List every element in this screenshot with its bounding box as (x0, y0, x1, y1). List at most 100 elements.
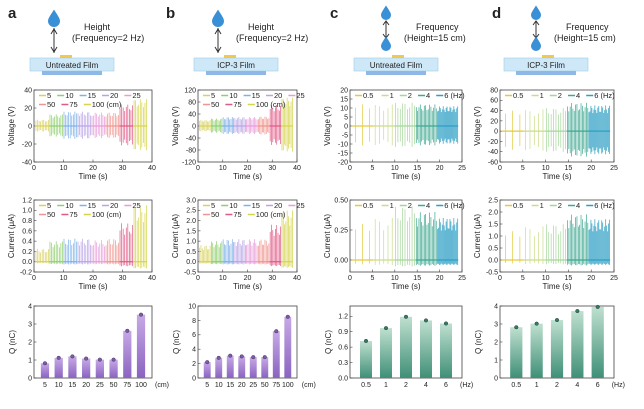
chart-d-voltage: -60 -40 -20 0 20 40 60 80 0 5 10 15 20 25 Time (s) Volt… (473, 87, 618, 181)
series-50 (257, 116, 270, 135)
bar-4 (571, 311, 584, 378)
series-2 (394, 206, 416, 267)
legend-entry: 10 (229, 201, 237, 210)
chart-b-voltage: -120 -80 -40 0 40 80 120 0 10 20 30 40 Time (s) Volta… (171, 87, 305, 181)
y-tick-label: -0.5 (486, 269, 498, 276)
bar-6 (440, 323, 452, 378)
bar-point-25 (251, 355, 256, 360)
legend-entry: 4 (426, 91, 430, 100)
series-100 (281, 97, 294, 152)
series-5 (35, 119, 50, 132)
x-unit-label: (cm) (155, 382, 169, 389)
legend-entry: 6 (Hz) (594, 201, 615, 210)
y-axis-label: Current (μA) (323, 214, 332, 259)
series-10 (210, 118, 223, 133)
x-tick-label: 5 (370, 275, 374, 282)
y-tick-label: 20 (340, 87, 348, 94)
water-drop-icon (381, 5, 391, 20)
legend-entry: 75 (69, 100, 77, 109)
legend-entry: 1 (540, 201, 544, 210)
legend-entry: 1 (390, 201, 394, 210)
chart-b-current: -0.5 0.0 0.5 1.0 1.5 2.0 2.5 3.0 0 10 20 30 40 Time (… (171, 197, 305, 291)
bar-0.5 (360, 340, 372, 378)
x-tick-label: 10 (391, 165, 399, 172)
x-tick-label: 30 (119, 165, 127, 172)
x-axis-label: Time (s) (233, 282, 262, 291)
series-20 (77, 111, 92, 139)
legend: 5 10 15 20 25 50 75 100 (cm) (203, 201, 305, 219)
series-6 (588, 105, 611, 155)
y-tick-label: 4 (28, 303, 32, 310)
legend: 0.5 1 2 4 6 (Hz) (505, 91, 615, 100)
series-5 (35, 248, 50, 264)
panel-label: c (330, 5, 338, 22)
chart-a-charge-bars: 0 1 2 3 4 Q (nC) 5 10 15 20 25 50 75 100 (cm) (8, 303, 169, 389)
x-category-label: 4 (575, 382, 579, 389)
legend-entry: 50 (47, 100, 55, 109)
series-0.5 (501, 231, 524, 264)
y-tick-label: -80 (186, 147, 196, 154)
y-tick-label: 1.5 (186, 228, 196, 235)
x-tick-label: 0 (348, 165, 352, 172)
y-axis-label: Q (nC) (474, 330, 483, 354)
legend-entry: 5 (47, 91, 51, 100)
bar-point-20 (239, 354, 244, 359)
bar-point-1 (384, 326, 389, 331)
legend-entry: 0.5 (363, 201, 373, 210)
x-tick-label: 25 (610, 275, 618, 282)
legend-entry: 75 (233, 210, 241, 219)
x-category-label: 75 (272, 382, 280, 389)
x-tick-label: 20 (436, 275, 444, 282)
legend-entry: 5 (47, 201, 51, 210)
bar-1 (530, 323, 543, 378)
bar-point-4 (424, 318, 429, 323)
legend-entry: 100 (cm) (256, 210, 286, 219)
y-tick-label: 0.8 (22, 218, 32, 225)
y-tick-label: 0 (28, 375, 32, 382)
legend: 5 10 15 20 25 50 75 100 (cm) (203, 91, 305, 109)
legend-entry: 25 (132, 201, 140, 210)
schematic-condition: (Frequency=2 Hz) (72, 33, 144, 43)
y-tick-label: 4 (192, 347, 196, 354)
series-10 (210, 241, 223, 265)
bar-50 (261, 357, 269, 378)
y-tick-label: -40 (186, 135, 196, 142)
y-axis-label: Voltage (V) (7, 106, 16, 146)
series-2 (394, 102, 416, 147)
y-tick-label: 1.5 (488, 221, 498, 228)
schematic-caption: Frequency (566, 22, 609, 32)
x-category-label: 1 (535, 382, 539, 389)
y-tick-label: 0.00 (334, 257, 348, 264)
series-1 (373, 104, 395, 146)
legend-entry: 4 (576, 91, 580, 100)
legend-entry: 2 (408, 201, 412, 210)
y-tick-label: 8 (192, 318, 196, 325)
series-1 (523, 109, 546, 151)
panel-c-header: c Frequency(Height=15 cm) Untreated Film (330, 5, 466, 75)
bar-6 (591, 306, 604, 378)
bar-point-0.5 (514, 325, 519, 330)
bar-25 (95, 359, 104, 378)
series-5 (198, 245, 211, 264)
legend-entry: 100 (cm) (92, 100, 122, 109)
series-0.5 (501, 110, 524, 150)
y-tick-label: 2.5 (488, 197, 498, 204)
y-axis-label: Q (nC) (8, 330, 17, 354)
y-tick-label: 1 (494, 357, 498, 364)
legend-entry: 20 (274, 91, 282, 100)
y-tick-label: -20 (338, 159, 348, 166)
x-category-label: 25 (96, 382, 104, 389)
x-tick-label: 15 (413, 165, 421, 172)
y-tick-label: 2 (192, 361, 196, 368)
series-4 (566, 102, 589, 157)
y-tick-label: 0.2 (22, 249, 32, 256)
x-tick-label: 25 (458, 165, 466, 172)
series-50 (257, 239, 270, 265)
x-category-label: 10 (215, 382, 223, 389)
bar-point-6 (595, 304, 600, 309)
x-tick-label: 10 (60, 275, 68, 282)
series-15 (222, 239, 235, 265)
bar-point-75 (125, 328, 130, 333)
